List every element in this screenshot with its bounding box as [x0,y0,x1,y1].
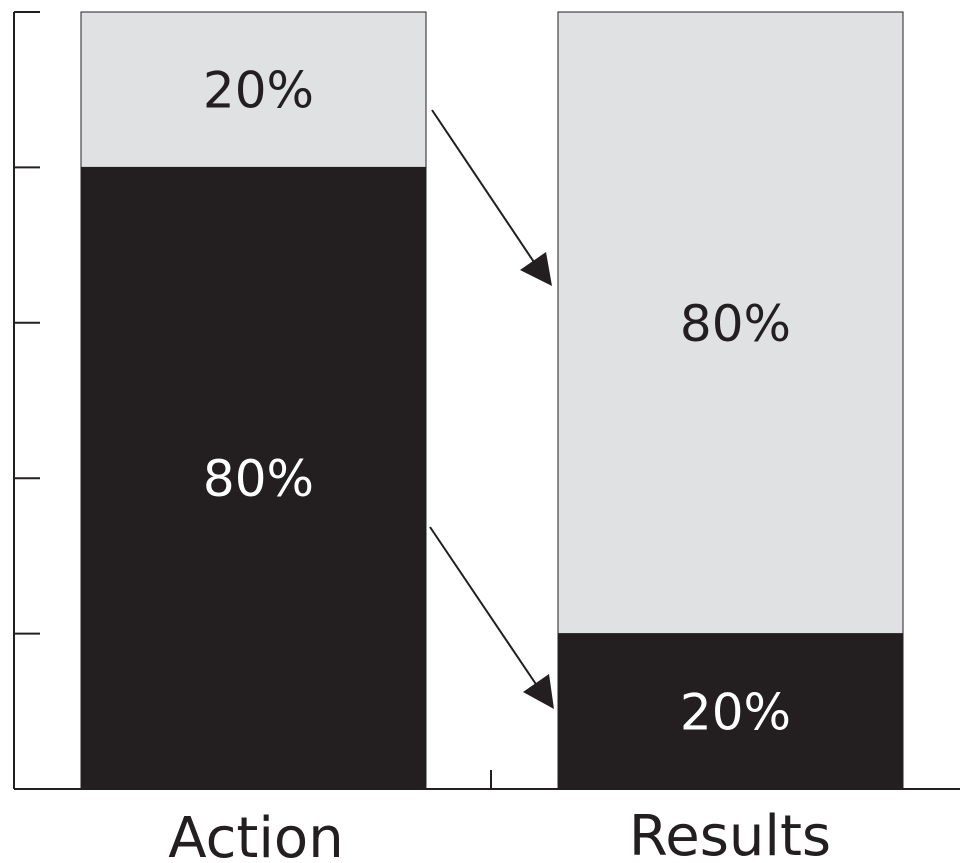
annotation-arrows [429,109,554,709]
arrow-action-20-to-results-80 [431,109,549,284]
data-labels: 80% 20% 20% 80% [203,62,791,742]
y-axis-ticks [14,11,40,790]
category-label-action: Action [168,806,343,863]
bar-action-segment-0 [80,166,427,790]
arrowhead-1 [520,252,552,286]
arrowhead-2 [523,674,554,709]
data-label-results-1: 80% [680,295,791,353]
data-label-results-0: 20% [680,683,791,741]
category-label-results: Results [629,804,831,863]
bar-results-segment-1 [557,11,904,635]
bar-action-segment-1 [80,11,427,168]
data-label-action-0: 80% [203,450,314,508]
bars [80,11,904,790]
data-label-action-1: 20% [203,62,314,120]
bar-results-segment-0 [557,633,904,790]
arrow-action-80-to-results-20 [429,526,551,706]
